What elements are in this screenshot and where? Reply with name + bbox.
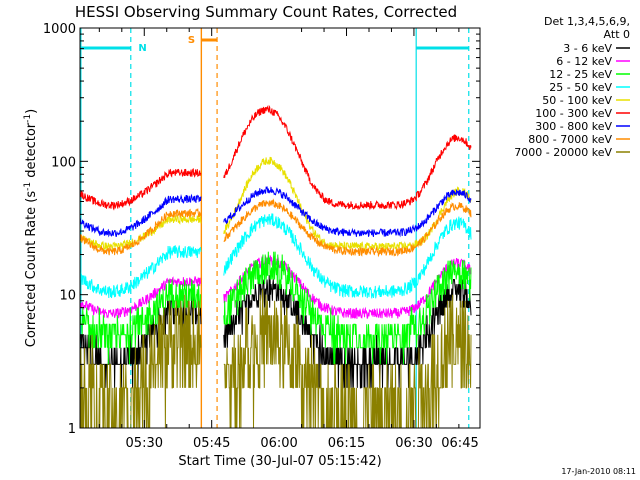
series-line-1-seg0 — [79, 276, 202, 320]
chart-title: HESSI Observing Summary Count Rates, Cor… — [75, 3, 457, 21]
series-line-6-seg0 — [79, 193, 202, 238]
series-line-5-seg1 — [223, 104, 472, 211]
series-line-2-seg1 — [223, 251, 472, 365]
x-tick-label: 06:00 — [260, 436, 297, 451]
series-line-6-seg1 — [223, 186, 472, 238]
axis-ticks: 1 10 100 1000 05:30 05:45 06:00 06:15 06:30 06:45 — [43, 22, 480, 451]
plot-frame — [79, 27, 481, 429]
legend-label-8: 7000 - 20000 keV — [514, 146, 612, 159]
series-line-3-seg1 — [223, 213, 472, 299]
series-line-7-seg1 — [223, 198, 472, 258]
series-line-8-seg0 — [79, 294, 202, 429]
series-line-0-seg1 — [223, 275, 472, 389]
x-tick-label: 05:30 — [126, 436, 163, 451]
y-axis-label: Corrected Count Rate (s-1 detector-1) — [23, 109, 39, 347]
legend-label-2: 12 - 25 keV — [549, 68, 612, 81]
legend-label-6: 300 - 800 keV — [535, 120, 612, 133]
series-line-5-seg0 — [79, 168, 202, 211]
series-line-3-seg0 — [79, 245, 202, 299]
legend-label-7: 800 - 7000 keV — [528, 133, 612, 146]
series-line-4-seg1 — [223, 156, 472, 252]
x-tick-label: 06:15 — [328, 436, 365, 451]
timestamp-footer: 17-Jan-2010 08:11 — [561, 467, 636, 476]
saa-marker-label: S — [188, 35, 195, 46]
legend-label-5: 100 - 300 keV — [535, 107, 612, 120]
y-tick-label: 10 — [59, 289, 76, 304]
x-tick-label: 06:45 — [441, 436, 478, 451]
night-marker-label: N — [138, 43, 146, 54]
legend-label-3: 25 - 50 keV — [549, 81, 612, 94]
y-tick-label: 100 — [51, 155, 76, 170]
legend-label-0: 3 - 6 keV — [563, 42, 612, 55]
x-tick-label: 05:45 — [193, 436, 230, 451]
y-tick-label: 1000 — [43, 22, 76, 37]
x-axis-label: Start Time (30-Jul-07 05:15:42) — [178, 454, 381, 469]
x-tick-label: 06:30 — [395, 436, 432, 451]
legend-label-4: 50 - 100 keV — [542, 94, 612, 107]
y-tick-label: 1 — [68, 422, 76, 437]
series-line-4-seg0 — [79, 214, 202, 251]
series-line-7-seg0 — [79, 207, 202, 256]
legend-header-detectors: Det 1,3,4,5,6,9, — [544, 15, 630, 28]
plot-area: NS — [79, 28, 472, 429]
legend-header-attenuator: Att 0 — [604, 28, 630, 41]
legend-label-1: 6 - 12 keV — [556, 55, 612, 68]
